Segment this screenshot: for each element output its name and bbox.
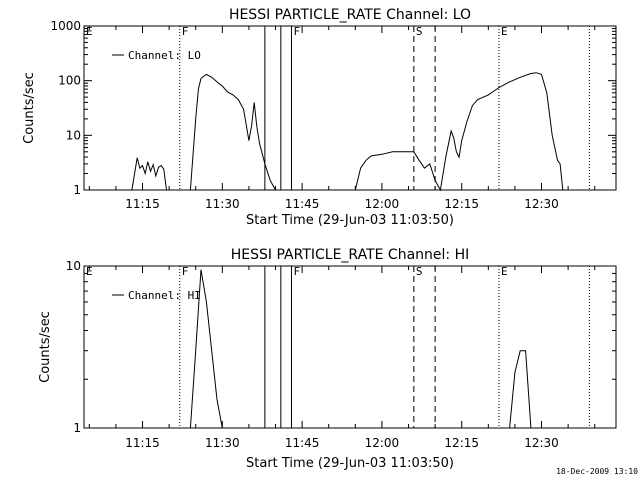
- x-tick-label: 11:30: [205, 197, 240, 211]
- y-tick-label: 1: [73, 183, 81, 197]
- x-tick-label: 11:15: [125, 436, 160, 450]
- x-tick-label: 11:15: [125, 197, 160, 211]
- chart-title: HESSI PARTICLE_RATE Channel: LO: [229, 7, 471, 23]
- y-tick-label: 100: [58, 74, 81, 88]
- panel-hi: HESSI PARTICLE_RATE Channel: HI Start Tim…: [38, 247, 617, 471]
- event-marker-label: E: [501, 25, 508, 38]
- event-marker-label: S: [416, 25, 423, 38]
- x-tick-label: 11:45: [285, 197, 320, 211]
- event-marker-label: F: [182, 25, 189, 38]
- panel-lo: HESSI PARTICLE_RATE Channel: LO Start Tim…: [22, 7, 617, 228]
- x-tick-label: 12:00: [365, 436, 400, 450]
- x-tick-label: 12:30: [524, 197, 559, 211]
- series-line: [131, 72, 564, 192]
- x-tick-label: 11:30: [205, 436, 240, 450]
- series-line: [189, 269, 532, 429]
- x-tick-label: 12:00: [365, 197, 400, 211]
- y-tick-label: 1: [73, 421, 81, 435]
- chart-title: HESSI PARTICLE_RATE Channel: HI: [231, 247, 469, 263]
- event-marker-label: F: [293, 265, 300, 278]
- x-tick-label: 12:15: [444, 197, 479, 211]
- x-axis-label: Start Time (29-Jun-03 11:03:50): [246, 456, 454, 471]
- x-tick-label: 12:15: [444, 436, 479, 450]
- event-marker-label: E: [501, 265, 508, 278]
- legend-label: Channel: HI: [128, 289, 201, 302]
- y-axis-label: Counts/sec: [22, 72, 37, 144]
- event-marker-label: S: [416, 265, 423, 278]
- event-marker-label: E: [86, 265, 93, 278]
- event-marker-label: E: [86, 25, 93, 38]
- event-marker-label: F: [182, 265, 189, 278]
- y-tick-label: 10: [66, 259, 81, 273]
- y-axis-label: Counts/sec: [38, 311, 53, 383]
- x-tick-label: 12:30: [524, 436, 559, 450]
- footer-timestamp: 18-Dec-2009 13:10: [556, 467, 638, 476]
- y-tick-label: 10: [66, 128, 81, 142]
- x-tick-label: 11:45: [285, 436, 320, 450]
- event-marker-label: F: [293, 25, 300, 38]
- legend-label: Channel: LO: [128, 49, 201, 62]
- y-tick-label: 1000: [50, 19, 81, 33]
- x-axis-label: Start Time (29-Jun-03 11:03:50): [246, 213, 454, 228]
